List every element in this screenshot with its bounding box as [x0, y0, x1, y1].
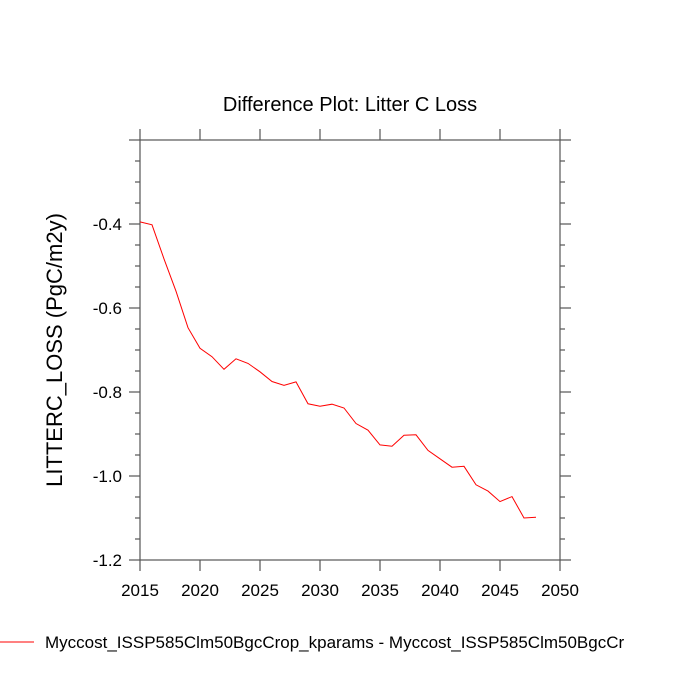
x-tick-label: 2035	[361, 581, 399, 600]
legend-label: Myccost_ISSP585Clm50BgcCrop_kparams - My…	[45, 633, 625, 652]
series-group	[139, 221, 537, 519]
x-tick-label: 2015	[121, 581, 159, 600]
x-tick-label: 2045	[481, 581, 519, 600]
y-tick-label: -0.6	[93, 299, 122, 318]
series-line	[139, 221, 537, 519]
chart-title: Difference Plot: Litter C Loss	[223, 94, 477, 116]
x-tick-label: 2050	[541, 581, 579, 600]
tick-labels: 2015 2020 2025 2030 2035 2040 2045 2050 -1.2 -1.0…	[93, 215, 579, 600]
y-axis-label: LITTERC_LOSS (PgC/m2y)	[42, 213, 67, 487]
x-tick-label: 2030	[301, 581, 339, 600]
y-tick-label: -0.8	[93, 383, 122, 402]
x-tick-label: 2020	[181, 581, 219, 600]
x-tick-label: 2025	[241, 581, 279, 600]
y-tick-label: -1.0	[93, 467, 122, 486]
x-tick-label: 2040	[421, 581, 459, 600]
plot-frame	[139, 139, 561, 561]
y-tick-label: -0.4	[93, 215, 122, 234]
y-tick-label: -1.2	[93, 551, 122, 570]
axis-ticks	[129, 129, 571, 571]
